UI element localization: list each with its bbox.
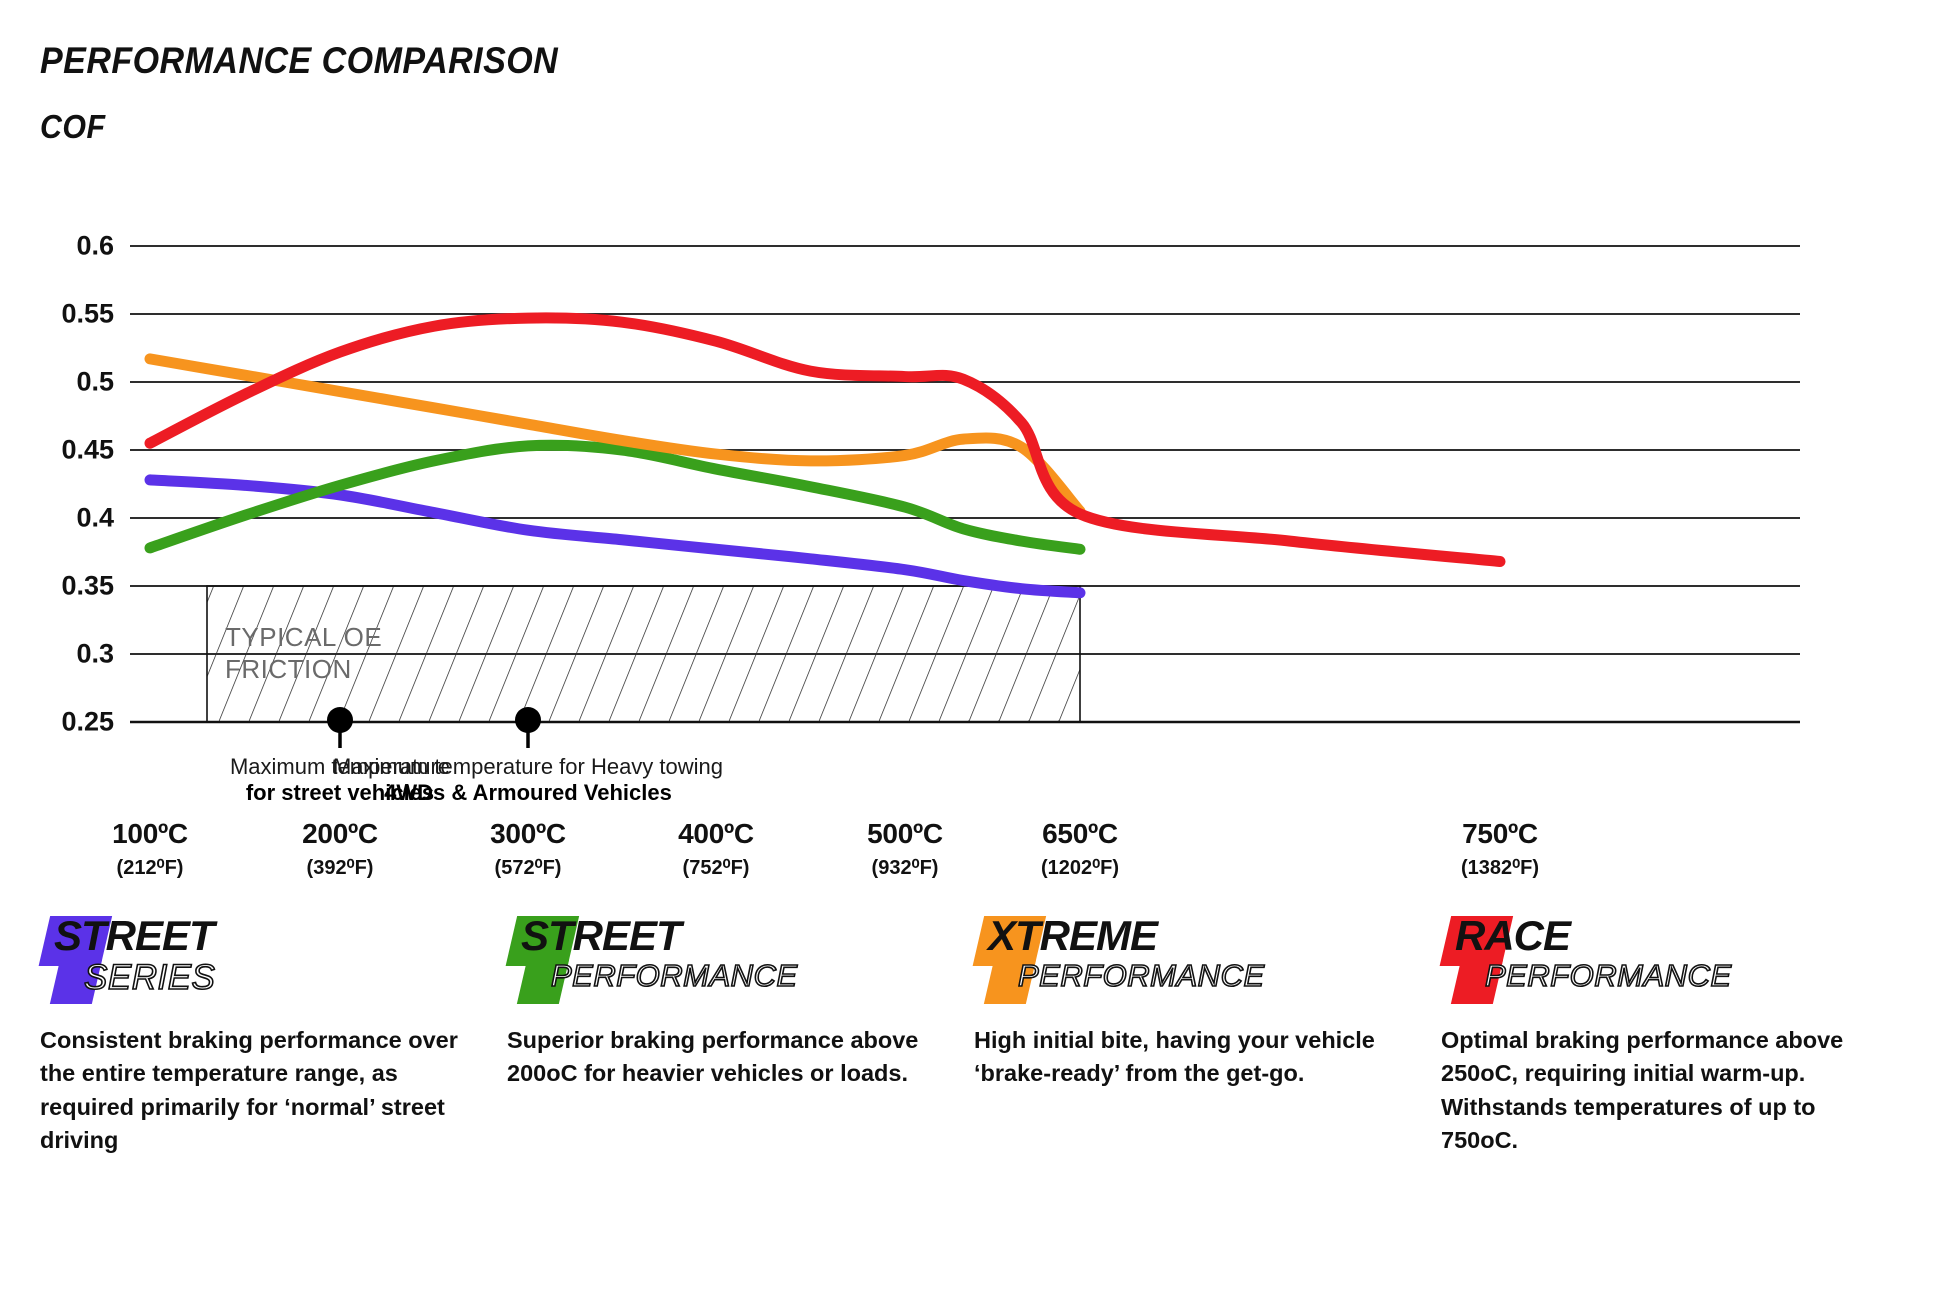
series-line-street-performance <box>144 439 1086 555</box>
y-axis-title: COF <box>40 108 106 145</box>
oe-label-line1: TYPICAL OE <box>225 622 383 652</box>
product-card-xtreme[interactable]: XTREME PERFORMANCE High initial bite, havi… <box>972 912 1441 1157</box>
logo-secondary-text: PERFORMANCE <box>1484 957 1732 994</box>
logo-primary-text: STREET <box>54 912 215 959</box>
logo-secondary-text: PERFORMANCE <box>550 957 798 994</box>
x-tick-celsius: 750ºC <box>1462 818 1538 849</box>
logo-primary-text: RACE <box>1455 912 1571 959</box>
typical-oe-friction-band <box>206 585 1081 723</box>
x-tick-celsius: 650ºC <box>1042 818 1118 849</box>
oe-label-line2: FRICTION <box>225 653 352 684</box>
annotation-2: Maximum temperature for Heavy towing 4WDs… <box>313 754 743 807</box>
x-axis-tick: 100ºC (212⁰F) <box>55 818 245 880</box>
product-description: Optimal braking performance above 250oC,… <box>1441 1027 1844 1154</box>
x-tick-celsius: 300ºC <box>490 818 566 849</box>
product-card-street[interactable]: STREET SERIES Consistent braking performan… <box>38 912 507 1157</box>
logo-race: RACE PERFORMANCE <box>1439 912 1866 1008</box>
typical-oe-friction-label: TYPICAL OE FRICTION <box>225 622 382 685</box>
logo-street: STREET PERFORMANCE <box>505 912 932 1008</box>
product-description: Superior braking performance above 200oC… <box>507 1027 919 1087</box>
y-axis-tick: 0.4 <box>76 502 114 533</box>
logo-secondary-text: PERFORMANCE <box>1017 957 1265 994</box>
x-tick-celsius: 200ºC <box>302 818 378 849</box>
x-axis-tick: 200ºC (392⁰F) <box>245 818 435 880</box>
x-axis-tick: 650ºC (1202⁰F) <box>985 818 1175 880</box>
x-axis-tick: 300ºC (572⁰F) <box>433 818 623 880</box>
logo-primary-text: STREET <box>521 912 682 959</box>
y-axis-tick: 0.45 <box>61 434 114 465</box>
logo-secondary-text: SERIES <box>83 957 216 998</box>
x-axis-tick: 400ºC (752⁰F) <box>621 818 811 880</box>
annotation-1: Maximum temperature for street vehicles <box>125 754 555 807</box>
x-axis-tick: 500ºC (932⁰F) <box>810 818 1000 880</box>
series-lines <box>144 312 1506 599</box>
x-tick-fahrenheit: (932⁰F) <box>871 857 939 879</box>
x-tick-celsius: 100ºC <box>112 818 188 849</box>
product-legend: STREET SERIES Consistent braking performan… <box>38 912 1910 1157</box>
y-axis-tick: 0.3 <box>76 638 114 669</box>
product-card-street[interactable]: STREET PERFORMANCE Superior braking perfor… <box>505 912 974 1157</box>
product-card-race[interactable]: RACE PERFORMANCE Optimal braking performan… <box>1439 912 1908 1157</box>
series-line-xtreme-performance <box>144 353 1086 517</box>
logo-xtreme: XTREME PERFORMANCE <box>972 912 1399 1008</box>
y-axis-tick: 0.25 <box>61 706 114 737</box>
x-axis-tick: 750ºC (1382⁰F) <box>1405 818 1595 880</box>
logo-primary-text: XTREME <box>988 912 1158 959</box>
annotation-markers <box>327 707 541 748</box>
annotation-line1: Maximum temperature <box>229 754 451 779</box>
y-axis-tick: 0.55 <box>61 298 114 329</box>
y-axis-tick: 0.35 <box>61 570 114 601</box>
annotation-line2: 4WDs & Armoured Vehicles <box>384 780 672 806</box>
x-tick-fahrenheit: (1382⁰F) <box>1460 857 1540 879</box>
x-tick-fahrenheit: (572⁰F) <box>494 857 562 879</box>
x-tick-celsius: 400ºC <box>678 818 754 849</box>
x-tick-fahrenheit: (752⁰F) <box>682 857 750 879</box>
series-line-race-performance <box>144 312 1506 568</box>
product-description: High initial bite, having your vehicle ‘… <box>974 1027 1375 1087</box>
product-description: Consistent braking performance over the … <box>40 1027 458 1154</box>
annotation-line2: for street vehicles <box>245 780 435 806</box>
page-title: PERFORMANCE COMPARISON <box>40 40 559 81</box>
y-axis-tick: 0.6 <box>76 230 114 261</box>
x-tick-fahrenheit: (1202⁰F) <box>1040 857 1120 879</box>
x-tick-fahrenheit: (392⁰F) <box>306 857 374 879</box>
x-tick-fahrenheit: (212⁰F) <box>116 857 184 879</box>
y-axis-tick: 0.5 <box>76 366 114 397</box>
x-tick-celsius: 500ºC <box>867 818 943 849</box>
logo-street: STREET SERIES <box>38 912 465 1008</box>
annotation-line1: Maximum temperature for Heavy towing <box>332 754 724 779</box>
